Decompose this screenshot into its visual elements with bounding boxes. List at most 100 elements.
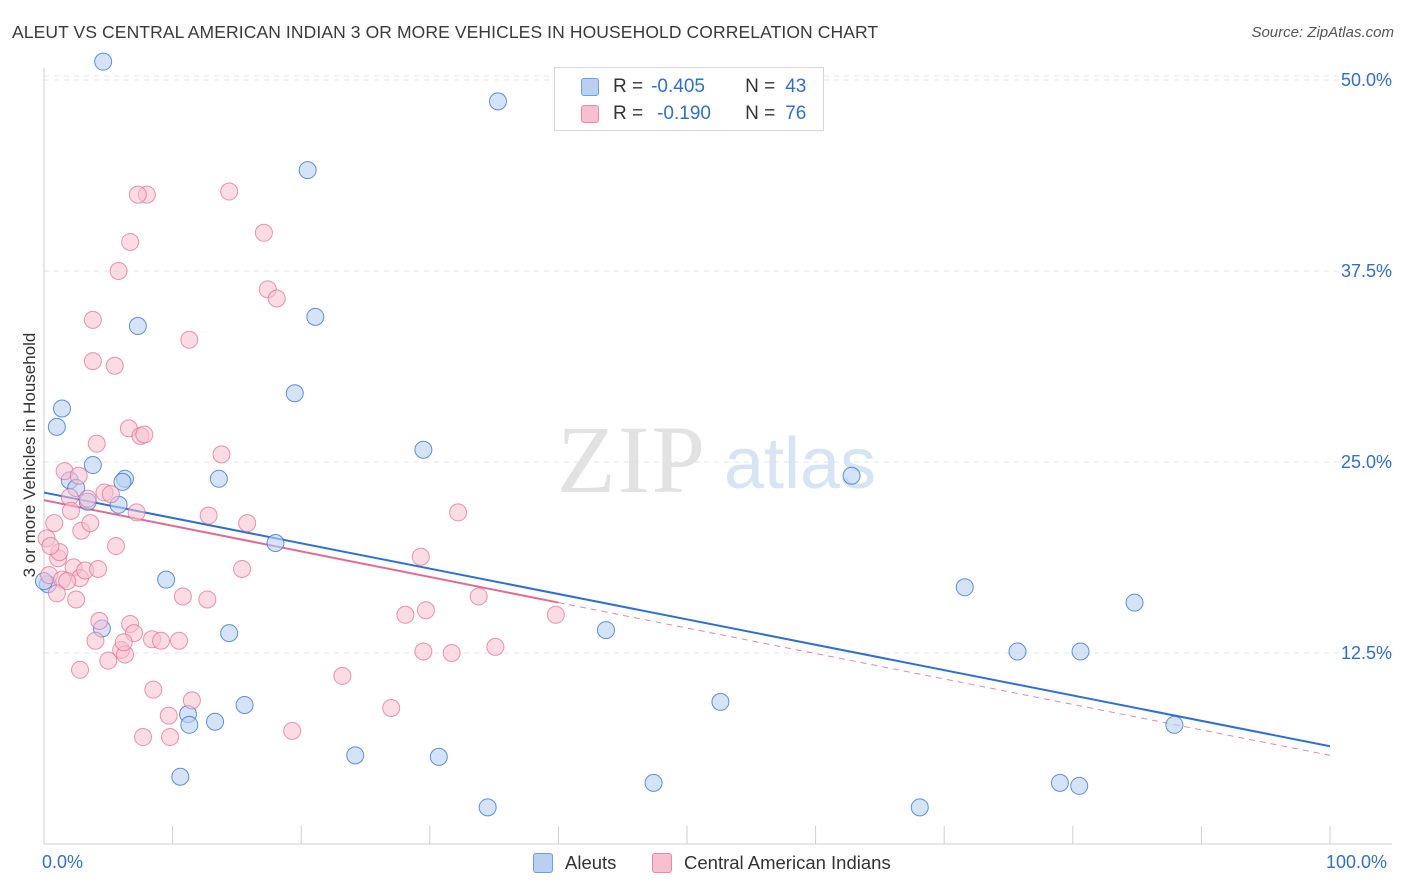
aleut-point [47,417,66,436]
r-value: -0.190 [657,103,711,124]
cai-point [442,644,461,662]
legend-item-cai: Central American Indians [652,852,891,874]
cai-point [173,587,192,606]
y-tick-label: 25.0% [1341,452,1392,472]
n-label: N = [745,103,776,124]
cai-point [254,223,273,242]
r-label: R = [613,76,644,97]
axes [43,68,1392,845]
y-tick-labels: 12.5% 25.0% 37.5% 50.0% [1341,70,1392,663]
cai-point [414,642,433,661]
y-tick-label: 37.5% [1341,261,1392,281]
x-tick-right: 100.0% [1326,852,1388,872]
cai-point [283,721,302,740]
watermark-zip: ZIP [557,406,707,513]
aleut-point [346,746,365,765]
aleut-point [711,692,730,711]
cai-point [114,633,133,652]
aleuts-swatch [533,853,553,873]
cai-point [67,590,86,609]
cai-point [382,699,401,718]
source-label: Source: ZipAtlas.com [1251,24,1394,41]
cai-point [134,728,153,747]
cai-point [159,706,178,725]
cai-point [81,514,100,533]
aleut-point [298,161,317,180]
aleut-point [644,773,663,792]
cai-point [220,182,239,201]
y-tick-label: 12.5% [1341,643,1392,663]
cai-point [233,559,252,578]
cai-point [89,559,108,578]
cai-point [47,584,66,603]
aleut-point [1008,642,1027,661]
series-legend: Aleuts Central American Indians [0,852,1406,878]
aleut-point [955,578,974,597]
cai-point [86,631,105,650]
aleut-point [180,715,199,734]
trend-lines [43,491,1331,756]
legend-row-aleut: R = -0.405 N = 43 [581,74,806,100]
aleut-point [128,317,147,336]
cai-point [161,728,180,747]
cai-point [135,425,154,444]
aleut-point [1070,776,1089,795]
aleut-point [209,469,228,488]
cai-point [107,537,126,556]
cai-point [128,185,147,204]
cai-point [87,434,106,453]
n-value: 43 [785,76,807,97]
aleut-point [53,399,72,418]
legend-item-aleuts: Aleuts [533,852,616,874]
cai-point [101,485,120,504]
legend-row-cai: R = -0.190 N = 76 [581,101,806,127]
cai-point [62,501,81,520]
aleut-point [1125,593,1144,612]
aleut-point [488,92,507,111]
n-label: N = [745,76,776,97]
watermark-atlas: atlas [724,424,876,504]
aleut-point [842,466,861,485]
cai-point [469,587,488,606]
cai-point [198,590,217,609]
cai-point [152,631,171,650]
cai-point [212,445,231,464]
cai-points [37,182,565,747]
aleut-point [94,52,113,71]
cai-point [180,330,199,349]
y-tick-label: 50.0% [1341,70,1392,90]
x-tick-left: 0.0% [42,852,84,872]
aleut-point [206,712,225,731]
r-label: R = [613,103,644,124]
cai-point [69,466,88,485]
aleut-point [83,456,102,475]
aleut-point [113,472,132,491]
cai-point [83,310,102,329]
cai-point [416,601,435,620]
cai-point [41,537,60,556]
cai-point [71,660,90,679]
cai-point [109,262,128,280]
cai-point [333,666,352,685]
cai-point [396,605,415,624]
chart-title: ALEUT VS CENTRAL AMERICAN INDIAN 3 OR MO… [12,22,879,42]
aleut-point [1050,773,1069,792]
cai-point [267,289,286,308]
aleut-point [171,767,190,786]
r-value: -0.405 [651,76,705,97]
y-axis-label: 3 or more Vehicles in Household [20,332,39,578]
cai-point [99,651,118,670]
aleut-point [596,621,615,640]
cai-point [78,489,97,508]
cai-point [105,356,124,375]
cai-point [121,232,140,251]
cai-point [90,611,109,630]
aleut-point [285,384,304,403]
correlation-legend: R = -0.405 N = 43 R = -0.190 N = 76 [554,67,824,131]
cai-point [486,637,505,656]
aleut-point [1165,715,1184,734]
aleut-point [910,798,929,817]
cai-point [238,514,257,533]
cai-point [170,631,189,650]
